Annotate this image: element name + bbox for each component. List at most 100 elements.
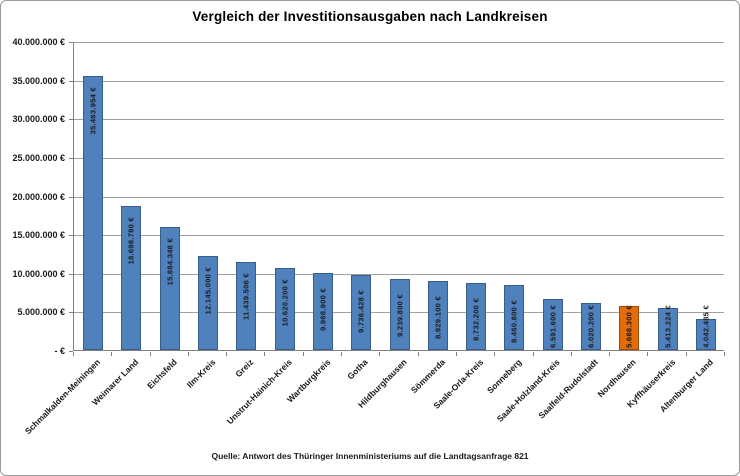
bar-value-label: 9.736.428 €: [356, 290, 366, 333]
x-axis-category-label: Sonneberg: [484, 357, 524, 396]
x-axis-tick: [533, 352, 534, 356]
bar-value-label-wrap: 5.688.300 €: [619, 41, 639, 350]
y-axis-tick-label: 5.000.000 €: [17, 307, 65, 317]
bar-value-label-wrap: 6.020.200 €: [581, 41, 601, 350]
gridline: [74, 42, 724, 43]
bar-saale-orla-kreis: [466, 283, 486, 350]
bar-value-label: 9.968.900 €: [318, 288, 328, 331]
x-axis-category-label: Greiz: [232, 357, 256, 380]
x-axis-tick: [724, 352, 725, 356]
bar-value-label-wrap: 10.620.200 €: [275, 41, 295, 350]
gridline: [74, 158, 724, 159]
bar-value-label: 4.042.485 €: [701, 305, 711, 348]
x-axis-tick: [341, 352, 342, 356]
y-axis-tick: [69, 158, 73, 159]
bar-greiz: [236, 262, 256, 350]
bar-value-label-wrap: 9.968.900 €: [313, 41, 333, 350]
x-axis-tick: [226, 352, 227, 356]
bar-wartburgkreis: [313, 273, 333, 350]
y-axis-tick: [69, 274, 73, 275]
bar-altenburger-land: [696, 319, 716, 350]
x-axis-tick: [686, 352, 687, 356]
bar-unstrut-hainich-kreis: [275, 268, 295, 350]
x-axis-category-label: Eichsfeld: [145, 357, 180, 391]
y-axis-tick: [69, 312, 73, 313]
chart-title: Vergleich der Investitionsausgaben nach …: [192, 9, 548, 24]
bar-nordhausen: [619, 306, 639, 350]
x-axis-category-label: Schmalkalden-Meiningen: [22, 357, 103, 437]
bar-value-label: 5.688.300 €: [624, 305, 634, 348]
gridline: [74, 119, 724, 120]
gridline: [74, 235, 724, 236]
bar-value-label-wrap: 35.463.954 €: [83, 41, 103, 350]
y-axis-tick-label: 40.000.000 €: [12, 37, 65, 47]
x-axis-tick: [264, 352, 265, 356]
bar-saale-holzland-kreis: [543, 299, 563, 350]
bar-kyffhäuserkreis: [658, 308, 678, 350]
x-axis-category-label: Nordhausen: [595, 357, 639, 400]
x-axis-tick: [150, 352, 151, 356]
bar-value-label: 35.463.954 €: [88, 86, 98, 134]
source-note: Quelle: Antwort des Thüringer Innenminis…: [211, 451, 529, 461]
bar-value-label: 5.413.224 €: [663, 305, 673, 348]
bar-value-label: 12.145.000 €: [203, 266, 213, 314]
y-axis-tick: [69, 351, 73, 352]
bar-value-label-wrap: 18.698.780 €: [121, 41, 141, 350]
bar-saalfeld-rudolstadt: [581, 303, 601, 350]
bar-value-label: 8.460.800 €: [509, 300, 519, 343]
y-axis-tick-label: 35.000.000 €: [12, 76, 65, 86]
bar-value-label: 15.884.348 €: [165, 237, 175, 285]
y-axis-tick: [69, 197, 73, 198]
y-axis-tick-label: 15.000.000 €: [12, 230, 65, 240]
x-axis-tick: [73, 352, 74, 356]
bar-ilm-kreis: [198, 256, 218, 350]
bar-value-label-wrap: 12.145.000 €: [198, 41, 218, 350]
gridline: [74, 274, 724, 275]
x-axis-tick: [456, 352, 457, 356]
bar-value-label: 6.020.200 €: [586, 305, 596, 348]
bar-value-label-wrap: 8.929.100 €: [428, 41, 448, 350]
bar-gotha: [351, 275, 371, 350]
bar-value-label-wrap: 4.042.485 €: [696, 41, 716, 350]
bar-eichsfeld: [160, 227, 180, 350]
gridline: [74, 197, 724, 198]
bar-value-label: 9.239.800 €: [395, 294, 405, 337]
bar-value-label-wrap: 15.884.348 €: [160, 41, 180, 350]
bar-value-label-wrap: 8.732.200 €: [466, 41, 486, 350]
x-axis-tick: [379, 352, 380, 356]
bar-value-label-wrap: 9.239.800 €: [390, 41, 410, 350]
bar-value-label-wrap: 11.439.506 €: [236, 41, 256, 350]
bar-sonneberg: [504, 285, 524, 350]
y-axis-tick-label: 25.000.000 €: [12, 153, 65, 163]
bar-value-label: 10.620.200 €: [280, 278, 290, 326]
y-axis-tick-label: 30.000.000 €: [12, 114, 65, 124]
x-axis-tick: [609, 352, 610, 356]
y-axis-tick-label: 10.000.000 €: [12, 269, 65, 279]
gridline: [74, 81, 724, 82]
x-axis-tick: [303, 352, 304, 356]
x-axis-category-label: Gotha: [345, 357, 371, 382]
bar-value-label-wrap: 8.460.800 €: [504, 41, 524, 350]
x-axis-tick: [111, 352, 112, 356]
x-axis-tick: [188, 352, 189, 356]
bar-value-label: 8.929.100 €: [433, 296, 443, 339]
plot-area: 35.463.954 € 18.698.780 € 15.884.348 € 12.1…: [73, 42, 724, 351]
y-axis-tick: [69, 81, 73, 82]
bar-value-label: 11.439.506 €: [241, 273, 251, 320]
bar-weimarer-land: [121, 206, 141, 350]
bar-value-label-wrap: 9.736.428 €: [351, 41, 371, 350]
y-axis-tick-label: - €: [54, 346, 65, 356]
bar-value-label: 6.591.600 €: [548, 305, 558, 348]
bar-value-label: 8.732.200 €: [471, 298, 481, 341]
x-axis-tick: [418, 352, 419, 356]
x-axis-category-label: Ilm-Kreis: [184, 357, 218, 390]
x-axis-tick: [571, 352, 572, 356]
bar-value-label-wrap: 5.413.224 €: [658, 41, 678, 350]
bar-value-label-wrap: 6.591.600 €: [543, 41, 563, 350]
y-axis-tick: [69, 119, 73, 120]
x-axis-category-label: Unstrut-Hainich-Kreis: [224, 357, 295, 427]
bar-sömmerda: [428, 281, 448, 350]
y-axis-tick-label: 20.000.000 €: [12, 192, 65, 202]
bar-hildburghausen: [390, 279, 410, 350]
